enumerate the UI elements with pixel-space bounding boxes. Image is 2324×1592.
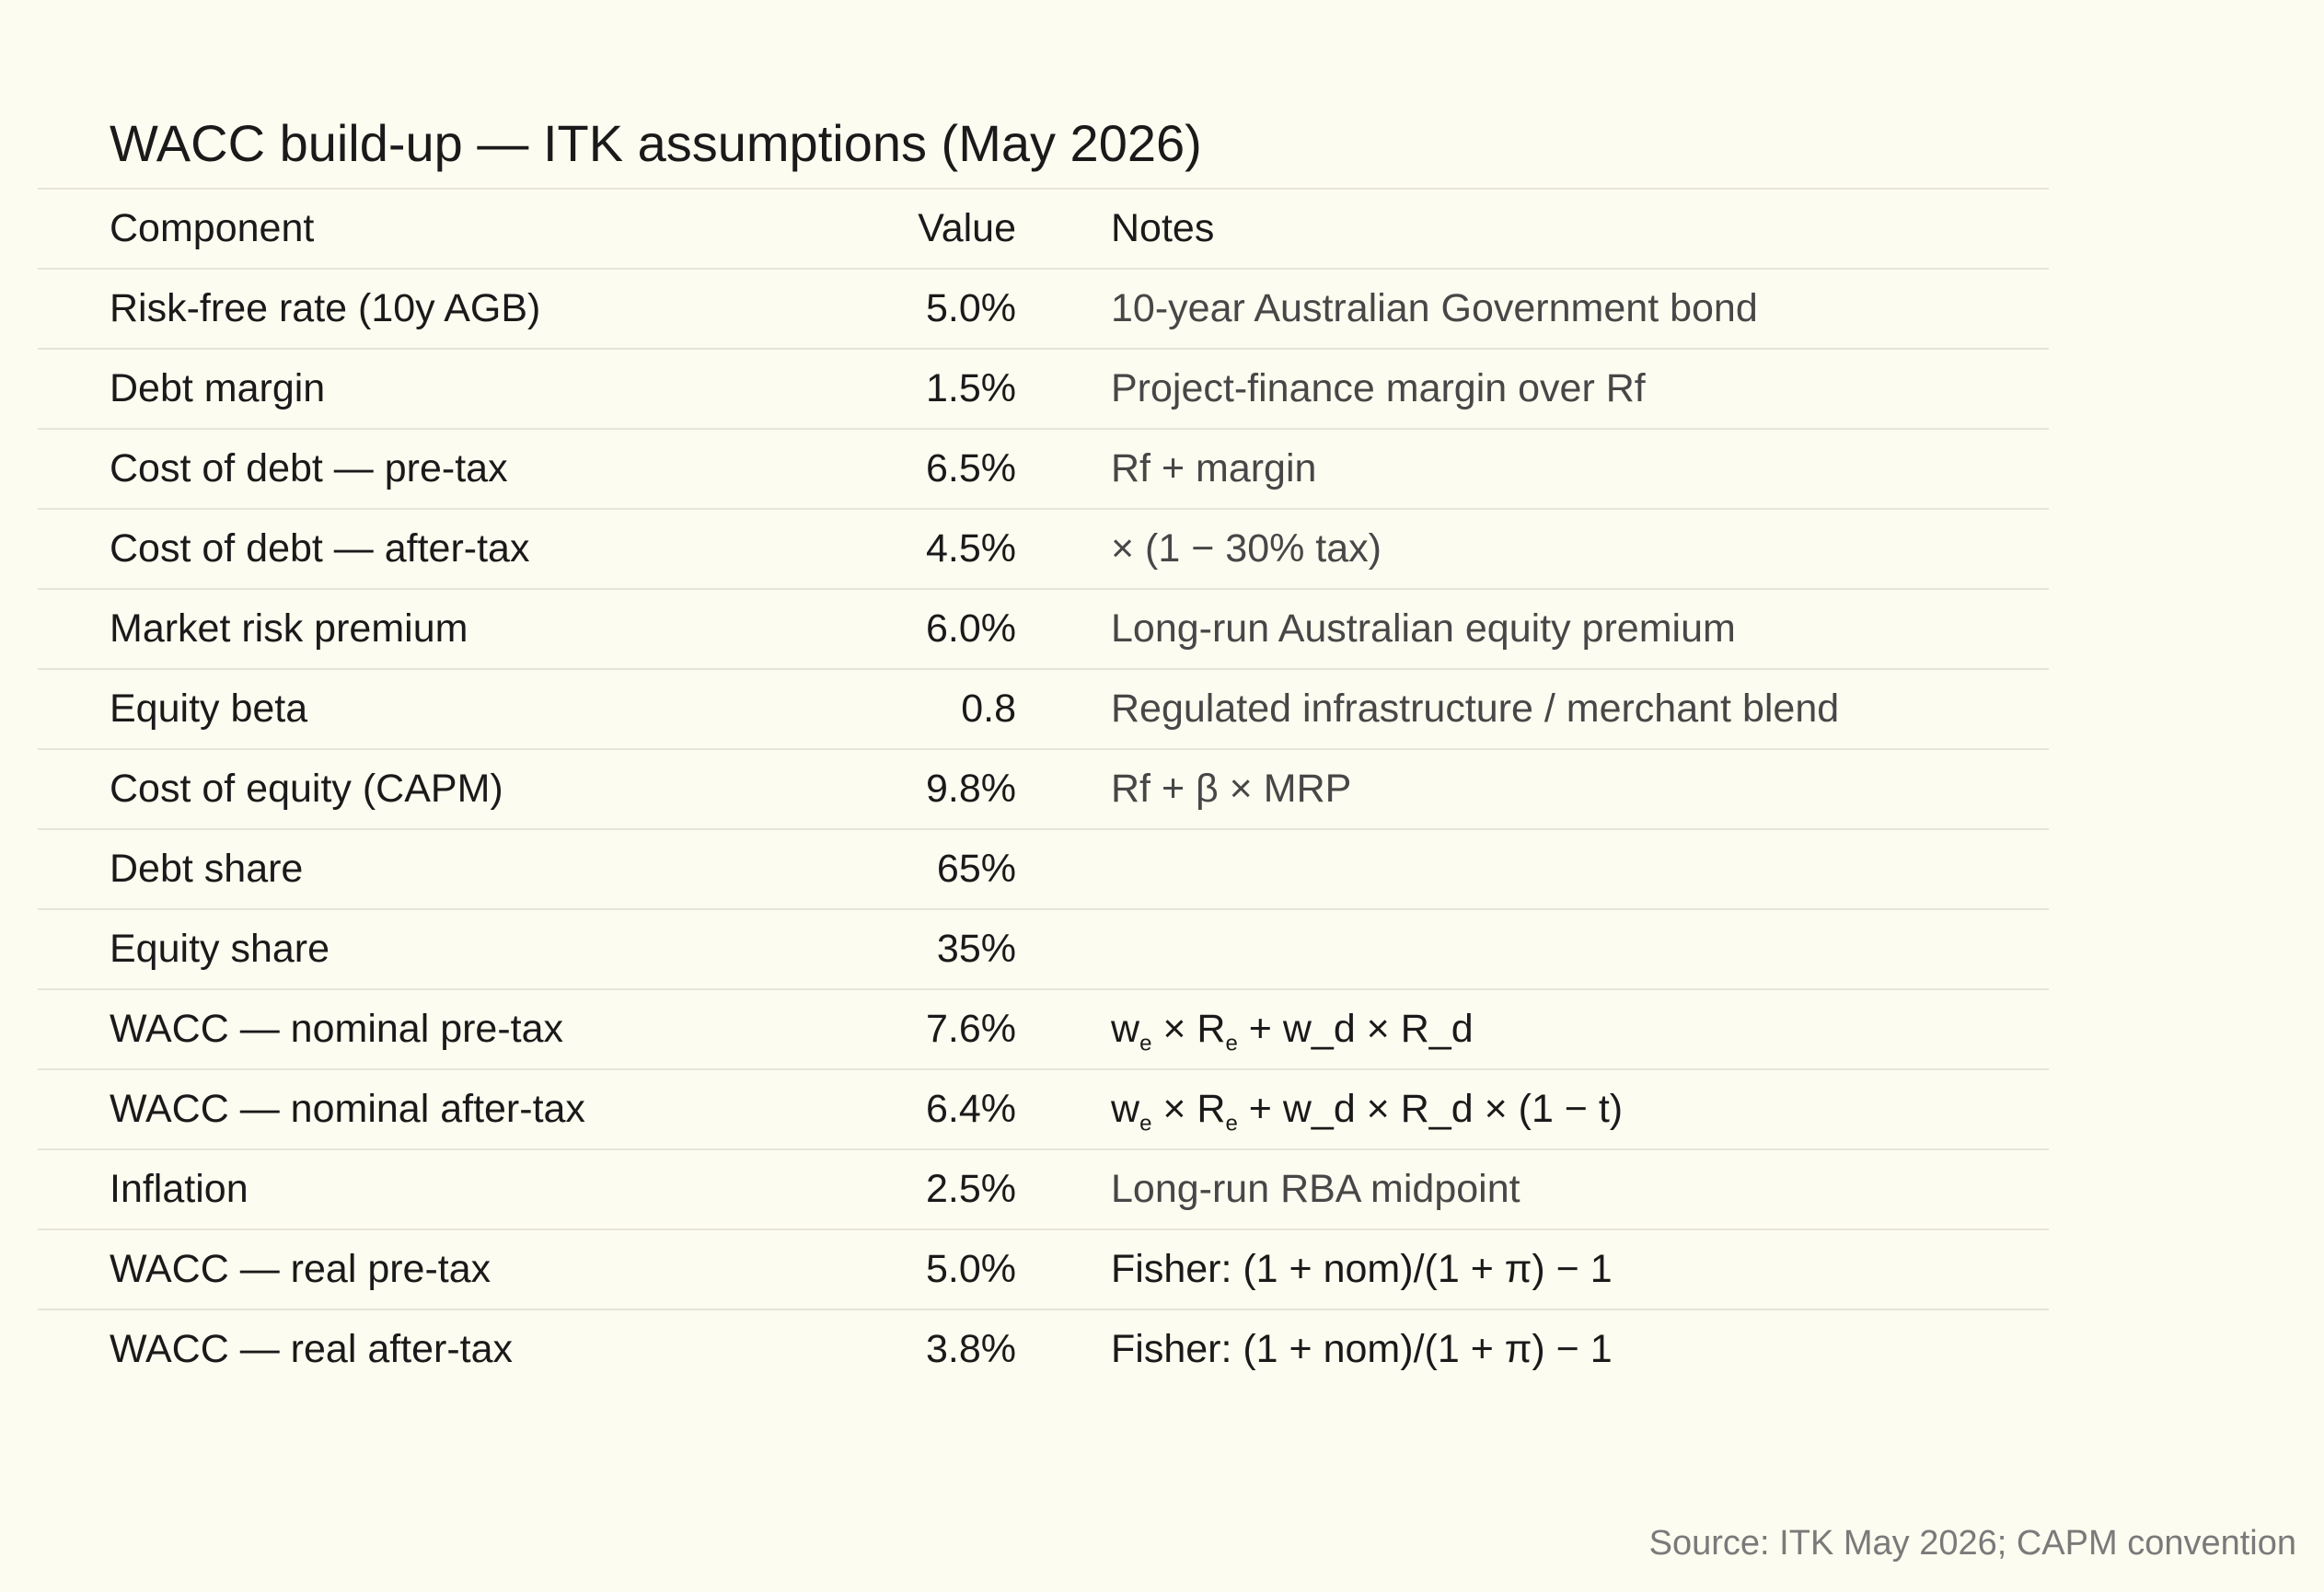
row-component: Cost of equity (CAPM) [110, 767, 503, 811]
wacc-table: Component Value Notes Risk-free rate (10… [38, 188, 2049, 1389]
row-component: WACC — real pre-tax [110, 1247, 491, 1291]
row-notes: Fisher: (1 + nom)/(1 + π) − 1 [1111, 1247, 1613, 1291]
row-notes: Rf + margin [1111, 446, 1317, 490]
row-component: Debt margin [110, 366, 326, 410]
header-value: Value [918, 206, 1016, 250]
row-value: 65% [936, 847, 1016, 891]
row-value: 2.5% [925, 1167, 1016, 1211]
row-value: 6.5% [925, 446, 1016, 490]
table-row: WACC — real pre-tax 5.0% Fisher: (1 + no… [38, 1230, 2049, 1310]
table-row: Debt margin 1.5% Project-finance margin … [38, 350, 2049, 430]
row-component: WACC — nominal pre-tax [110, 1007, 564, 1051]
table-row: Market risk premium 6.0% Long-run Austra… [38, 590, 2049, 670]
row-component: Inflation [110, 1167, 249, 1211]
row-value: 5.0% [925, 1247, 1016, 1291]
row-value: 35% [936, 927, 1016, 971]
row-notes: × (1 − 30% tax) [1111, 526, 1382, 571]
table-row: Debt share 65% [38, 830, 2049, 910]
row-component: Debt share [110, 847, 304, 891]
row-notes: Long-run RBA midpoint [1111, 1167, 1520, 1211]
row-notes: Long-run Australian equity premium [1111, 606, 1736, 651]
row-notes: Project-finance margin over Rf [1111, 366, 1646, 410]
row-component: Cost of debt — pre-tax [110, 446, 508, 490]
page-title: WACC build-up — ITK assumptions (May 202… [110, 114, 1202, 172]
formula-mid: × R [1151, 1007, 1226, 1051]
table-row: WACC — nominal after-tax 6.4% we × Re + … [38, 1070, 2049, 1150]
formula-sub-e: e [1225, 1031, 1238, 1056]
table-row: Cost of debt — pre-tax 6.5% Rf + margin [38, 430, 2049, 510]
table-row: Equity share 35% [38, 910, 2049, 990]
formula-mid: × R [1151, 1087, 1226, 1131]
row-component: WACC — real after-tax [110, 1327, 514, 1371]
formula-w: w [1111, 1007, 1140, 1051]
table-row: WACC — nominal pre-tax 7.6% we × Re + w_… [38, 990, 2049, 1070]
table-row: Equity beta 0.8 Regulated infrastructure… [38, 670, 2049, 750]
header-notes: Notes [1111, 206, 1215, 250]
formula-sub-e: e [1139, 1031, 1152, 1056]
row-notes-formula: we × Re + w_d × R_d [1111, 990, 1474, 1068]
row-notes: Fisher: (1 + nom)/(1 + π) − 1 [1111, 1327, 1613, 1371]
table-row: Cost of debt — after-tax 4.5% × (1 − 30%… [38, 510, 2049, 590]
row-notes: 10-year Australian Government bond [1111, 286, 1758, 330]
table-row: Risk-free rate (10y AGB) 5.0% 10-year Au… [38, 270, 2049, 350]
row-component: Cost of debt — after-tax [110, 526, 530, 571]
row-notes-formula: we × Re + w_d × R_d × (1 − t) [1111, 1070, 1623, 1148]
row-value: 9.8% [925, 767, 1016, 811]
formula-sub-e: e [1225, 1111, 1238, 1136]
row-component: Risk-free rate (10y AGB) [110, 286, 541, 330]
row-value: 6.0% [925, 606, 1016, 651]
row-component: Equity share [110, 927, 330, 971]
source-note: Source: ITK May 2026; CAPM convention [1648, 1524, 2296, 1563]
table-row: WACC — real after-tax 3.8% Fisher: (1 + … [38, 1310, 2049, 1389]
row-component: Market risk premium [110, 606, 468, 651]
formula-w: w [1111, 1087, 1140, 1131]
table-row: Inflation 2.5% Long-run RBA midpoint [38, 1150, 2049, 1230]
row-notes: Rf + β × MRP [1111, 767, 1352, 811]
header-component: Component [110, 206, 315, 250]
row-value: 6.4% [925, 1087, 1016, 1131]
row-notes: Regulated infrastructure / merchant blen… [1111, 686, 1840, 731]
row-value: 7.6% [925, 1007, 1016, 1051]
row-value: 1.5% [925, 366, 1016, 410]
row-value: 0.8 [961, 686, 1016, 731]
formula-rest: + w_d × R_d × (1 − t) [1237, 1087, 1624, 1131]
table-row: Cost of equity (CAPM) 9.8% Rf + β × MRP [38, 750, 2049, 830]
row-value: 3.8% [925, 1327, 1016, 1371]
row-value: 4.5% [925, 526, 1016, 571]
formula-sub-e: e [1139, 1111, 1152, 1136]
row-component: Equity beta [110, 686, 308, 731]
row-component: WACC — nominal after-tax [110, 1087, 585, 1131]
row-value: 5.0% [925, 286, 1016, 330]
table-header-row: Component Value Notes [38, 190, 2049, 270]
formula-rest: + w_d × R_d [1237, 1007, 1474, 1051]
